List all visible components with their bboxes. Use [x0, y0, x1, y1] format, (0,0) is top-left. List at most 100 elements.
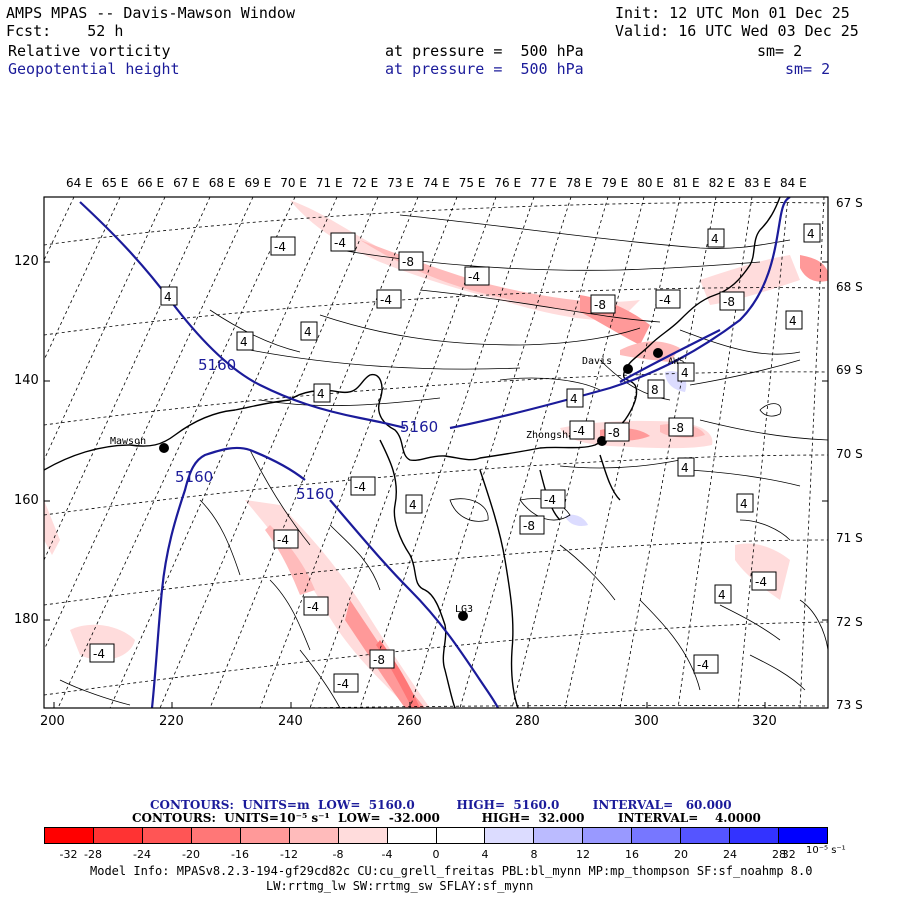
vorticity-label: -8: [519, 515, 545, 535]
colorbar-tick-label: 0: [432, 848, 440, 861]
vorticity-shading: [44, 200, 828, 708]
vorticity-label: -4: [751, 571, 777, 591]
x-axis-label: 300: [634, 714, 659, 729]
colorbar-tick-label: -8: [332, 848, 344, 861]
longitude-label: 80 E: [637, 176, 664, 190]
colorbar-tick-label: 4: [481, 848, 489, 861]
valid-time: Valid: 16 UTC Wed 03 Dec 25: [615, 22, 859, 40]
vorticity-label: 4: [566, 388, 584, 408]
stations: Mawson Davis AWS Zhongshan LG3: [110, 348, 684, 621]
colorbar-swatch: [534, 828, 584, 843]
vorticity-label: -4: [330, 232, 356, 252]
field2-name: Geopotential height: [8, 60, 180, 78]
longitude-label: 77 E: [530, 176, 557, 190]
colorbar-swatch: [583, 828, 633, 843]
vorticity-label: -4: [693, 654, 719, 674]
colorbar-swatch: [485, 828, 535, 843]
vorticity-label: 4: [405, 494, 423, 514]
svg-text:-4: -4: [274, 240, 286, 254]
svg-text:-8: -8: [523, 519, 535, 533]
vorticity-label: -8: [668, 417, 694, 437]
svg-text:-4: -4: [468, 270, 480, 284]
vorticity-label: 8: [647, 379, 665, 399]
map-title: AMPS MPAS -- Davis-Mawson Window: [6, 4, 295, 22]
colorbar-tick-label: 28: [772, 848, 786, 861]
colorbar-swatch: [338, 828, 388, 843]
vorticity-label: 4: [707, 228, 725, 248]
vorticity-label: -4: [333, 673, 359, 693]
colorbar-tick-label: 8: [530, 848, 538, 861]
colorbar-swatch: [191, 828, 241, 843]
longitude-label: 78 E: [565, 176, 593, 190]
svg-text:8: 8: [651, 383, 659, 397]
svg-text:-4: -4: [307, 600, 319, 614]
longitude-label: 64 E: [66, 176, 93, 190]
colorbar-tick-label: -28: [84, 848, 102, 861]
latitude-label: 72 S: [836, 614, 863, 629]
latitude-label: 70 S: [836, 447, 863, 462]
height-contour-info: CONTOURS: UNITS=m LOW= 5160.0 HIGH= 5160…: [150, 798, 732, 812]
svg-text:-4: -4: [697, 658, 709, 672]
vorticity-label: 4: [736, 493, 754, 513]
colorbar: [44, 827, 828, 844]
svg-text:4: 4: [409, 498, 417, 512]
svg-text:-4: -4: [755, 575, 767, 589]
vorticity-label: 4: [803, 223, 821, 243]
svg-text:-8: -8: [373, 653, 385, 667]
height-labels: 5160 5160 5160 5160: [175, 356, 438, 503]
svg-text:-8: -8: [594, 298, 606, 312]
colorbar-tick-label: -32: [59, 848, 78, 861]
longitude-label: 75 E: [458, 176, 486, 190]
vorticity-label: -4: [350, 476, 376, 496]
svg-text:-8: -8: [723, 295, 735, 309]
vorticity-label: -4: [655, 289, 681, 309]
vorticity-label: 4: [677, 362, 695, 382]
svg-text:4: 4: [681, 461, 689, 475]
vorticity-label: -8: [369, 649, 395, 669]
y-axis-label: 180: [14, 612, 39, 627]
longitude-label: 68 E: [208, 176, 236, 190]
svg-text:-4: -4: [354, 480, 366, 494]
vorticity-label: -4: [569, 420, 595, 440]
vorticity-label: 4: [677, 457, 695, 477]
colorbar-tick-label: 20: [674, 848, 688, 861]
latitude-label: 67 S: [836, 196, 863, 210]
vorticity-label: -4: [303, 596, 329, 616]
init-time: Init: 12 UTC Mon 01 Dec 25: [615, 4, 850, 22]
colorbar-swatch: [387, 828, 437, 843]
height-label: 5160: [296, 485, 334, 503]
field1-name: Relative vorticity: [8, 42, 171, 60]
colorbar-unit: 10⁻⁵ s⁻¹: [806, 845, 846, 856]
longitude-label: 79 E: [601, 176, 629, 190]
station-label: Davis: [582, 356, 612, 367]
model-info-physics: LW:rrtmg_lw SW:rrtmg_sw SFLAY:sf_mynn: [266, 879, 534, 893]
field2-level: at pressure = 500 hPa: [385, 60, 584, 78]
longitude-label: 69 E: [244, 176, 272, 190]
vorticity-label: -4: [540, 489, 566, 509]
vorticity-label: 4: [785, 310, 803, 330]
longitude-label: 72 E: [351, 176, 379, 190]
vorticity-contour-info: CONTOURS: UNITS=10⁻⁵ s⁻¹ LOW= -32.000 HI…: [132, 811, 761, 825]
map-frame: [43, 196, 829, 709]
colorbar-tick-label: -4: [381, 848, 393, 861]
y-axis-label: 120: [14, 254, 39, 269]
x-axis-label: 260: [397, 714, 422, 729]
y-axis-label: 140: [14, 373, 39, 388]
longitude-label: 82 E: [708, 176, 736, 190]
colorbar-swatch: [93, 828, 143, 843]
longitude-label: 84 E: [780, 176, 807, 190]
svg-text:4: 4: [807, 227, 815, 241]
vorticity-label: 4: [236, 331, 254, 351]
x-axis-label: 240: [278, 714, 303, 729]
axis-ticks: [44, 261, 828, 708]
vorticity-label: -8: [590, 294, 616, 314]
svg-text:-4: -4: [380, 293, 392, 307]
station-label: LG3: [455, 604, 473, 615]
vorticity-label: -4: [376, 289, 402, 309]
vorticity-label: -8: [398, 251, 424, 271]
colorbar-swatch: [436, 828, 486, 843]
longitude-label: 76 E: [494, 176, 522, 190]
vorticity-label: 4: [714, 584, 732, 604]
svg-text:4: 4: [740, 497, 748, 511]
